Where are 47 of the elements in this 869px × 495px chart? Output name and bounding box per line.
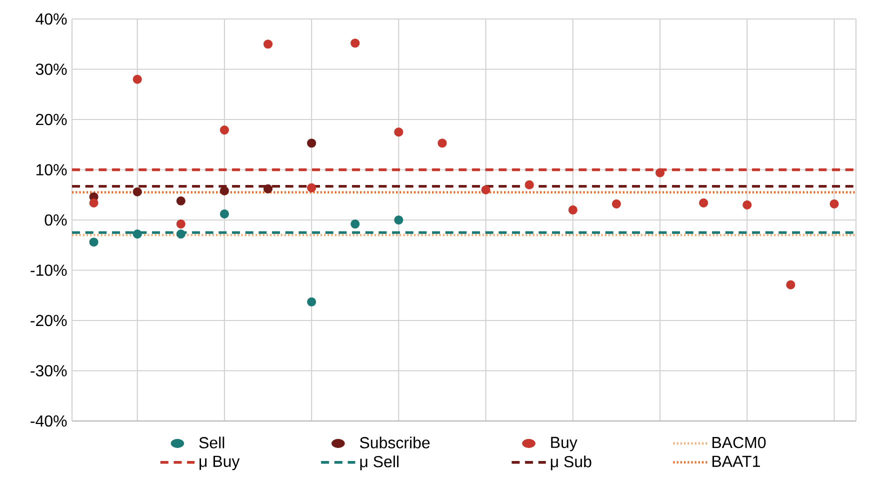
point: [394, 215, 404, 225]
point: [481, 185, 490, 194]
point: [263, 184, 273, 194]
point: [263, 40, 273, 49]
point: [307, 297, 316, 306]
point: [742, 200, 752, 210]
y-tick-label: 30%: [36, 64, 67, 75]
y-tick-label: -30%: [30, 365, 67, 376]
point: [132, 230, 142, 239]
legend-label: Buy: [551, 436, 578, 452]
y-tick-label: -10%: [30, 264, 67, 276]
legend-label: μ Sub: [550, 456, 592, 470]
legend-label: Sell: [199, 436, 224, 448]
point: [786, 280, 796, 290]
point: [220, 186, 229, 196]
legend-label: BACM0: [712, 436, 766, 448]
point: [89, 238, 98, 247]
point: [568, 205, 578, 214]
point: [699, 198, 708, 208]
point: [176, 230, 186, 239]
legend-label: Subscribe: [360, 436, 430, 448]
point: [176, 196, 186, 206]
y-tick-label: 20%: [36, 114, 67, 126]
point: [89, 198, 98, 208]
y-tick-label: 40%: [36, 13, 67, 25]
legend-label: BAAT1: [712, 456, 760, 467]
point: [220, 209, 229, 218]
point: [350, 219, 360, 229]
point: [220, 126, 229, 135]
y-tick-label: -20%: [30, 314, 67, 326]
y-tick-label: 0%: [44, 214, 67, 226]
point: [830, 199, 839, 208]
point: [307, 183, 316, 192]
point: [394, 128, 404, 137]
point: [132, 187, 142, 196]
point: [132, 74, 142, 84]
legend-label: μ Sell: [360, 456, 398, 470]
y-tick-label: -40%: [30, 415, 67, 427]
point: [438, 138, 447, 148]
point: [655, 168, 665, 178]
point: [350, 38, 360, 48]
point: [176, 219, 186, 229]
y-tick-label: 10%: [36, 164, 67, 176]
legend-label: μ Buy: [200, 456, 240, 470]
point: [524, 180, 534, 190]
point: [612, 199, 621, 208]
point: [307, 138, 316, 148]
